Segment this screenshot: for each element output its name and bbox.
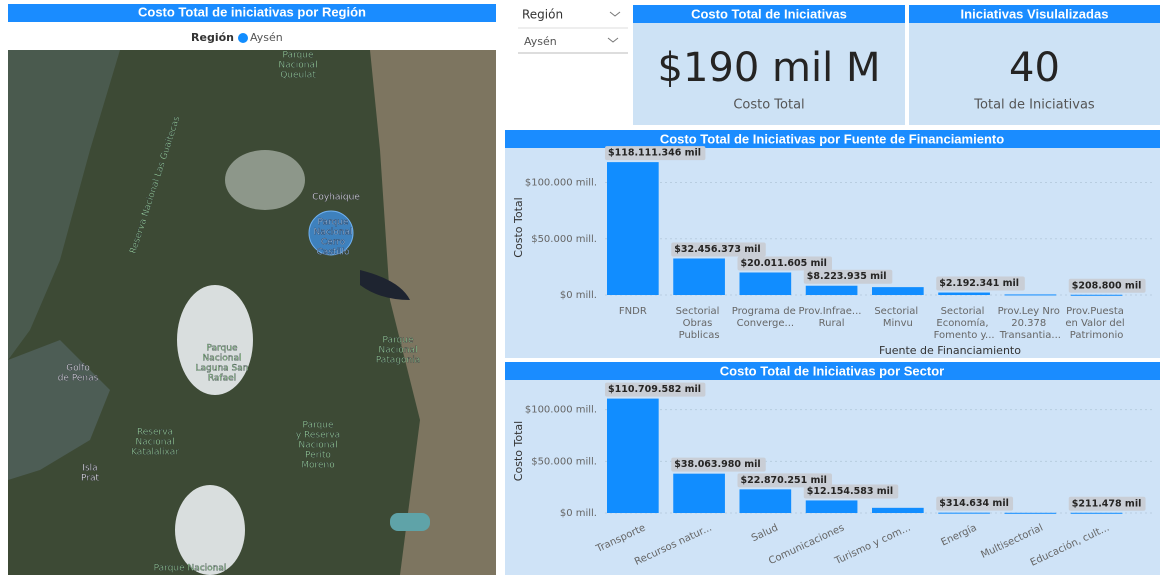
value-label: $8.223.935 mil [807,271,887,282]
bar [607,162,659,295]
bar [1071,513,1123,514]
ice-field [175,485,245,575]
x-tick-label: Sectorial Economía, Fomento y... [934,306,995,341]
map-label: Coyhaique [312,193,360,203]
map-title: Costo Total de iniciativas por Región [138,4,366,19]
map-label: Castillo [316,248,350,258]
map-label: Moreno [301,461,335,471]
slicer-value[interactable]: Aysén [524,35,557,48]
map-label: Isla [82,464,97,474]
x-axis-title: Fuente de Financiamiento [879,344,1021,357]
map-label: Queulat [280,71,316,81]
map-label: Patagonia [376,356,421,366]
map-label: Golfo [66,364,90,374]
map-label: Parque Nacional [154,564,227,574]
value-label: $2.192.341 mil [939,278,1019,289]
x-tick-label: Programa de Converge... [732,306,799,329]
bar [806,500,858,513]
value-label: $22.870.251 mil [741,475,827,486]
value-label: $20.011.605 mil [741,258,827,269]
card-value: $190 mil M [658,45,881,91]
card-caption: Total de Iniciativas [973,98,1095,113]
dashboard: Costo Total de iniciativas por Región Re… [0,0,1164,575]
bar [1005,294,1057,295]
map-label: de Penas [58,374,99,384]
map-label: Parque [282,51,313,61]
bar [673,474,725,513]
map-label: Nacional [203,354,242,364]
map-label: y Reserva [296,431,340,441]
card-value: 40 [1009,45,1060,91]
y-tick-label: $100.000 mill. [525,178,597,189]
bar [607,399,659,513]
map-label: Parque [382,336,413,346]
card-title: Iniciativas Visulalizadas [961,6,1109,21]
card-title: Costo Total de Iniciativas [691,6,847,21]
value-label: $118.111.346 mil [608,148,701,159]
map-label: Parque [206,344,237,354]
y-tick-label: $50.000 mill. [531,456,597,467]
map-label: Parque [317,218,348,228]
value-label: $110.709.582 mil [608,384,701,395]
map[interactable] [8,50,496,575]
value-label: $38.063.980 mil [674,459,760,470]
map-label: Perito [305,451,331,461]
y-axis-title: Costo Total [512,197,525,257]
value-label: $12.154.583 mil [807,486,893,497]
cards: Costo Total de Iniciativas $190 mil M Cost… [633,5,1160,125]
card-caption: Costo Total [733,98,804,113]
value-label: $211.478 mil [1072,498,1142,509]
map-label: Prat [81,474,99,484]
map-label: Parque [302,421,333,431]
y-tick-label: $50.000 mill. [531,234,597,245]
snow [225,150,305,210]
charts: Costo Total de Iniciativas por Fuente de… [505,130,1160,575]
map-label: Nacional [379,346,418,356]
bar [1071,295,1123,296]
map-label: Nacional [279,61,318,71]
value-label: $208.800 mil [1072,280,1142,291]
bar [806,286,858,295]
legend-dot [238,33,248,43]
map-label: Nacional [299,441,338,451]
slicer-label: Región [522,8,563,22]
legend-title: Región [191,31,234,44]
y-tick-label: $0 mill. [560,290,597,301]
chevron[interactable] [608,38,618,42]
bar [673,258,725,295]
bar [740,272,792,295]
page: {"map": {"title": "Costo Total de inicia… [0,0,1164,575]
map-label: Cerro [321,238,346,248]
bar [1005,513,1057,514]
y-tick-label: $100.000 mill. [525,405,597,416]
map-label: Reserva [137,428,173,438]
bar [938,293,990,295]
chart-title: Costo Total de Iniciativas por Fuente de… [660,131,1004,146]
map-label: Nacional [314,228,353,238]
x-tick-label: Prov.Puesta en Valor del Patrimonio [1065,306,1128,341]
map-label: Rafael [208,374,236,384]
legend-item: Aysén [250,31,283,44]
map-label: Nacional [136,438,175,448]
y-tick-label: $0 mill. [560,508,597,519]
value-label: $314.634 mil [939,498,1009,509]
bar [740,489,792,513]
bar [872,508,924,513]
map-label: Laguna San [196,364,249,374]
y-axis-title: Costo Total [512,421,525,481]
bar [872,287,924,295]
lake [390,513,430,531]
value-label: $32.456.373 mil [674,244,760,255]
map-label: Katalalixar [131,448,179,458]
x-tick-label: FNDR [619,306,647,317]
bar [938,513,990,514]
chevron [610,12,620,16]
chart-title: Costo Total de Iniciativas por Sector [720,363,944,378]
